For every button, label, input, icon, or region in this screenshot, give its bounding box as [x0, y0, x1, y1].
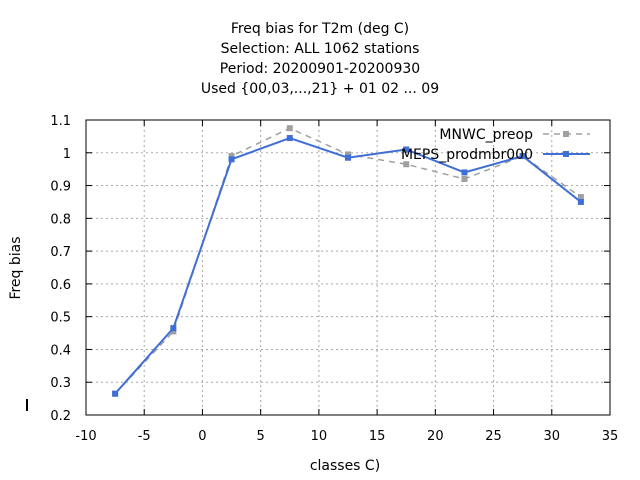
y-tick-label: 0.3: [50, 376, 71, 391]
series-point-0: [345, 151, 351, 158]
legend: MNWC_preop MEPS_prodmbr000: [401, 127, 590, 163]
series-line-0: [114, 127, 582, 395]
series-point-0: [228, 153, 235, 160]
legend-label-0: MNWC_preop: [439, 127, 533, 143]
y-tick-label: 0.5: [50, 311, 71, 326]
series-point-1: [228, 156, 235, 163]
x-tick-label: 0: [198, 429, 206, 444]
x-tick-label: -5: [138, 429, 151, 444]
x-tick-label: 20: [427, 429, 444, 444]
series-point-0: [403, 161, 410, 168]
x-tick-label: 30: [544, 429, 561, 444]
series-point-1: [345, 154, 351, 161]
x-tick-label: 35: [602, 429, 619, 444]
chart-title-line-4: Used {00,03,...,21} + 01 02 ... 09: [200, 81, 440, 97]
grid: [86, 120, 610, 415]
y-tick-label: 0.6: [50, 278, 71, 293]
series-point-1: [170, 325, 177, 332]
y-tick-label: 0.9: [50, 180, 71, 195]
chart-title-line-2: Selection: ALL 1062 stations: [220, 41, 420, 57]
series-point-0: [577, 194, 584, 201]
series-point-1: [519, 153, 526, 160]
y-tick-label: 1: [63, 147, 71, 162]
chart-title-line-1: Freq bias for T2m (deg C): [230, 21, 410, 37]
chart-title-line-3: Period: 20200901-20200930: [219, 61, 421, 77]
series-line-1: [114, 136, 582, 395]
legend-marker-1: [563, 151, 569, 157]
y-tick-label: 0.8: [50, 212, 71, 227]
axis-ticks: -10 -5 0 5 10 15 20 25 30 35 0.2 0.3 0.4 0.5 0.6 0.7 0.8…: [50, 114, 618, 444]
x-tick-label: -10: [75, 429, 96, 444]
y-tick-label: 0.4: [50, 343, 71, 358]
series-point-1: [577, 198, 584, 205]
series-point-1: [112, 390, 119, 397]
x-tick-label: 10: [311, 429, 328, 444]
legend-marker-0: [563, 131, 569, 137]
series-point-0: [461, 176, 468, 182]
x-tick-label: 25: [485, 429, 502, 444]
series-point-1: [461, 169, 468, 176]
series-point-1: [286, 135, 293, 142]
x-axis-label: classes C): [310, 458, 380, 474]
stray-mark: [26, 399, 28, 411]
legend-label-1: MEPS_prodmbr000: [401, 147, 533, 163]
series-layer: [112, 125, 584, 397]
plot-frame: [85, 119, 611, 416]
series-point-0: [170, 328, 177, 335]
y-tick-label: 0.7: [50, 245, 71, 260]
series-point-0: [286, 125, 293, 132]
y-axis-label: Freq bias: [8, 236, 24, 299]
y-tick-label: 0.2: [50, 409, 71, 424]
x-tick-label: 5: [257, 429, 265, 444]
y-tick-label: 1.1: [50, 114, 71, 129]
series-point-1: [403, 146, 410, 153]
x-tick-label: 15: [369, 429, 386, 444]
